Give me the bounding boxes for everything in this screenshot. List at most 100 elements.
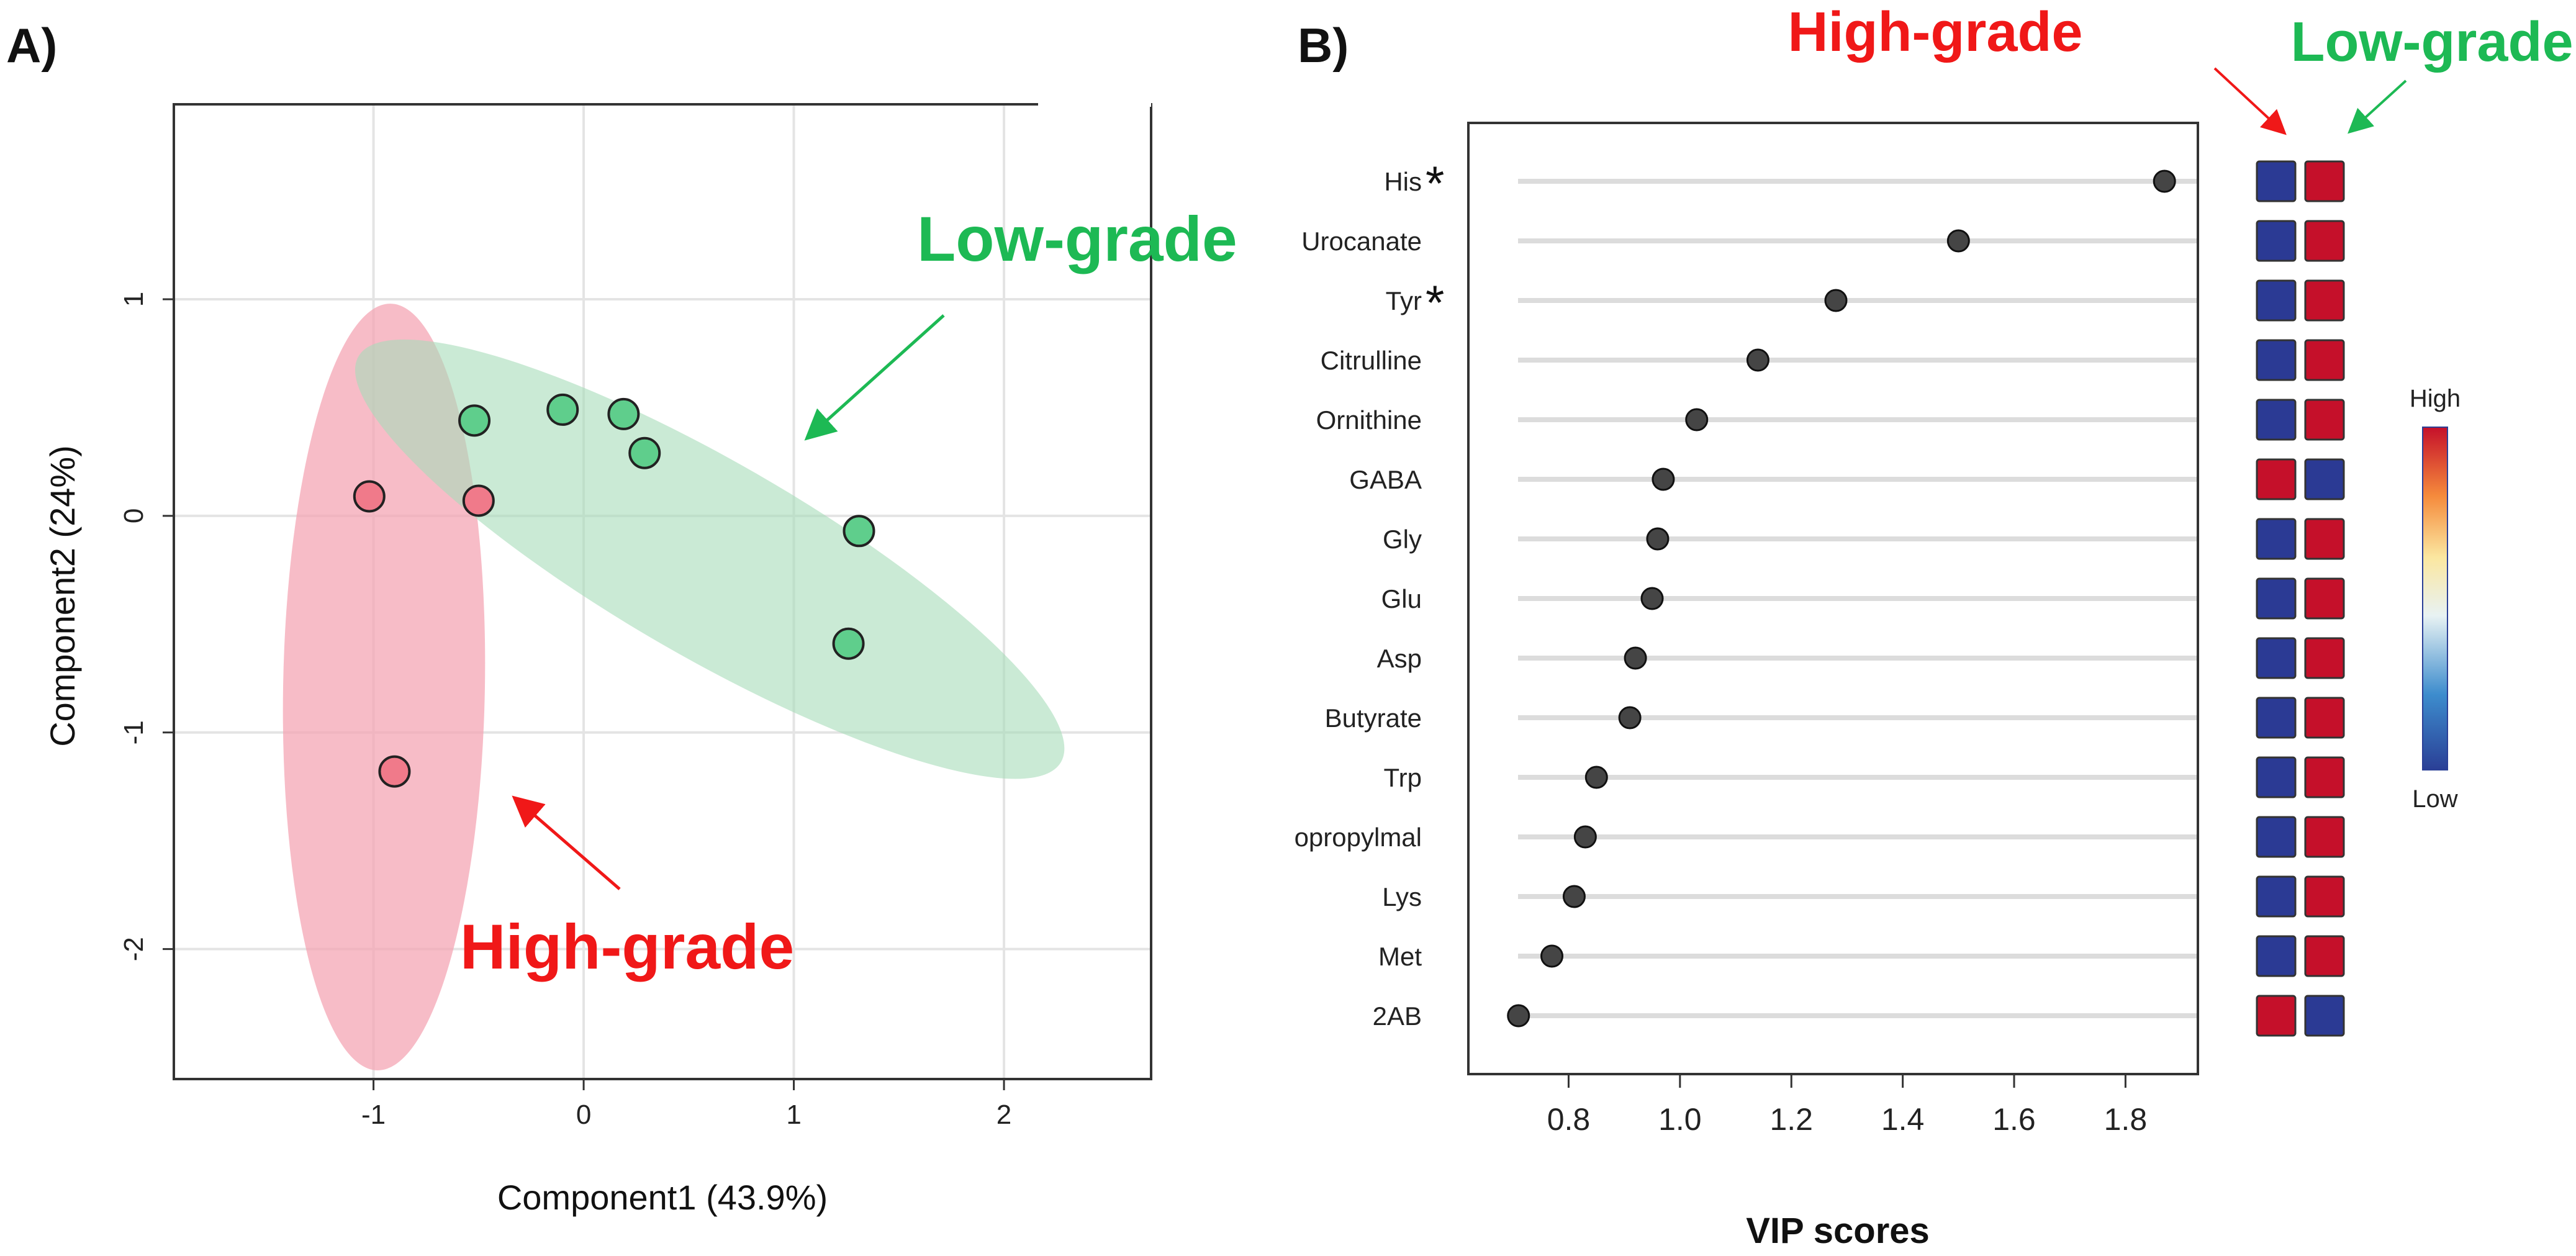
vip-category-label: Lys [1382,882,1422,911]
panel-a-axis-ticks: -1 0 1 2 1 0 -1 -2 [119,292,1011,1130]
panel-b-vip-plot: B) High-grade Low-grade His *Urocanate Tyr… [1295,1,2574,1251]
vip-point [1646,527,1670,551]
significance-star: * [1426,156,1444,210]
point-low-grade [843,515,875,548]
x-tick-label: 2 [997,1100,1011,1130]
heatmap-cell-high-grade [2256,697,2297,739]
y-tick-label: -2 [119,937,149,961]
annotation-low-grade: Low-grade [917,204,1237,274]
heatmap-cell-low-grade [2304,279,2345,322]
heatmap-cell-low-grade [2304,160,2345,202]
point-high-grade [462,484,495,517]
vip-point [1507,1004,1530,1028]
vip-category-label: opropylmal [1295,823,1422,852]
panel-a-plot-frame [173,103,1152,1080]
panel-a-ylabel: Component2 (24%) [43,445,82,747]
x-tick-label: 1 [786,1100,801,1130]
heatmap-cell-high-grade [2256,875,2297,918]
vip-category-label: Tyr [1386,286,1422,315]
panel-b-axis-ticks: 0.8 1.0 1.2 1.4 1.6 1.8 [1547,1074,2147,1137]
panel-a-ellipses [282,304,1065,1070]
heatmap-cell-high-grade [2256,995,2297,1037]
vip-category-label: Trp [1384,763,1422,792]
panel-b-heatmap [2256,160,2345,1037]
vip-x-tick-label: 0.8 [1547,1102,1591,1137]
arrow-low-grade [804,314,945,441]
vip-point [1640,587,1664,610]
vip-point [1685,408,1709,431]
vip-category-label: Asp [1377,644,1422,673]
point-high-grade [353,480,386,513]
heatmap-cell-low-grade [2304,875,2345,918]
heatmap-cell-high-grade [2256,339,2297,381]
heatmap-cell-low-grade [2304,756,2345,798]
panel-b-xlabel: VIP scores [1746,1211,1930,1251]
x-tick-label: 0 [576,1100,591,1130]
heatmap-cell-high-grade [2256,279,2297,322]
heatmap-cell-high-grade [2256,220,2297,262]
header-low-grade: Low-grade [2290,11,2573,73]
heatmap-cell-low-grade [2304,518,2345,560]
vip-point [1618,706,1642,730]
vip-category-label: Urocanate [1301,227,1422,256]
panel-a-xlabel: Component1 (43.9%) [497,1178,828,1217]
heatmap-cell-high-grade [2256,577,2297,620]
heatmap-cell-low-grade [2304,339,2345,381]
vip-x-tick-label: 1.8 [2104,1102,2148,1137]
heatmap-cell-high-grade [2256,458,2297,500]
vip-category-label: Butyrate [1325,703,1422,733]
point-low-grade [458,404,491,437]
heatmap-cell-high-grade [2256,816,2297,858]
vip-point [1584,766,1608,789]
arrow-high-grade-column [2213,67,2287,135]
vip-x-tick-label: 1.4 [1881,1102,1925,1137]
heatmap-cell-low-grade [2304,935,2345,977]
heatmap-cell-low-grade [2304,577,2345,620]
vip-point [1652,468,1675,491]
heatmap-cell-high-grade [2256,637,2297,679]
vip-category-label: His [1384,167,1422,196]
heatmap-cell-high-grade [2256,399,2297,441]
heatmap-cell-low-grade [2304,995,2345,1037]
panel-a-pca-plot: A) -1 0 1 2 1 0 -1 -2 Component1 (43.9%) Compon… [6,18,1237,1217]
vip-point [2153,169,2176,193]
vip-point [1573,825,1597,849]
point-high-grade [378,755,411,788]
vip-category-label: Met [1378,942,1422,971]
panel-b-label: B) [1298,18,1349,73]
heatmap-cell-high-grade [2256,756,2297,798]
heatmap-cell-low-grade [2304,816,2345,858]
vip-point [1824,289,1848,312]
vip-category-label: Ornithine [1316,405,1422,435]
annotation-high-grade: High-grade [460,911,794,982]
panel-b-plot-frame [1467,122,2199,1075]
panel-a-points [353,393,875,788]
legend-high-label: High [2410,385,2461,412]
y-tick-label: 1 [119,292,149,307]
vip-category-label: GABA [1349,465,1422,494]
colorscale-legend [2422,427,2448,770]
panel-a-label: A) [6,18,57,73]
x-tick-label: -1 [361,1100,386,1130]
point-low-grade [628,436,661,469]
heatmap-cell-high-grade [2256,935,2297,977]
heatmap-cell-high-grade [2256,160,2297,202]
y-tick-label: 0 [119,508,149,523]
y-tick-label: -1 [119,720,149,744]
vip-category-label: 2AB [1373,1001,1422,1031]
vip-category-label: Citrulline [1321,346,1422,375]
heatmap-cell-low-grade [2304,637,2345,679]
vip-x-tick-label: 1.2 [1769,1102,1813,1137]
arrow-high-grade [512,795,621,890]
heatmap-cell-low-grade [2304,399,2345,441]
vip-x-tick-label: 1.6 [1992,1102,2036,1137]
vip-x-tick-label: 1.0 [1658,1102,1702,1137]
vip-point [1562,885,1586,908]
point-low-grade [546,393,579,426]
header-high-grade: High-grade [1787,1,2082,63]
ellipse-low-grade [355,339,1065,779]
vip-point [1946,229,1970,253]
vip-category-label: Glu [1381,584,1422,613]
vip-point [1746,348,1769,372]
